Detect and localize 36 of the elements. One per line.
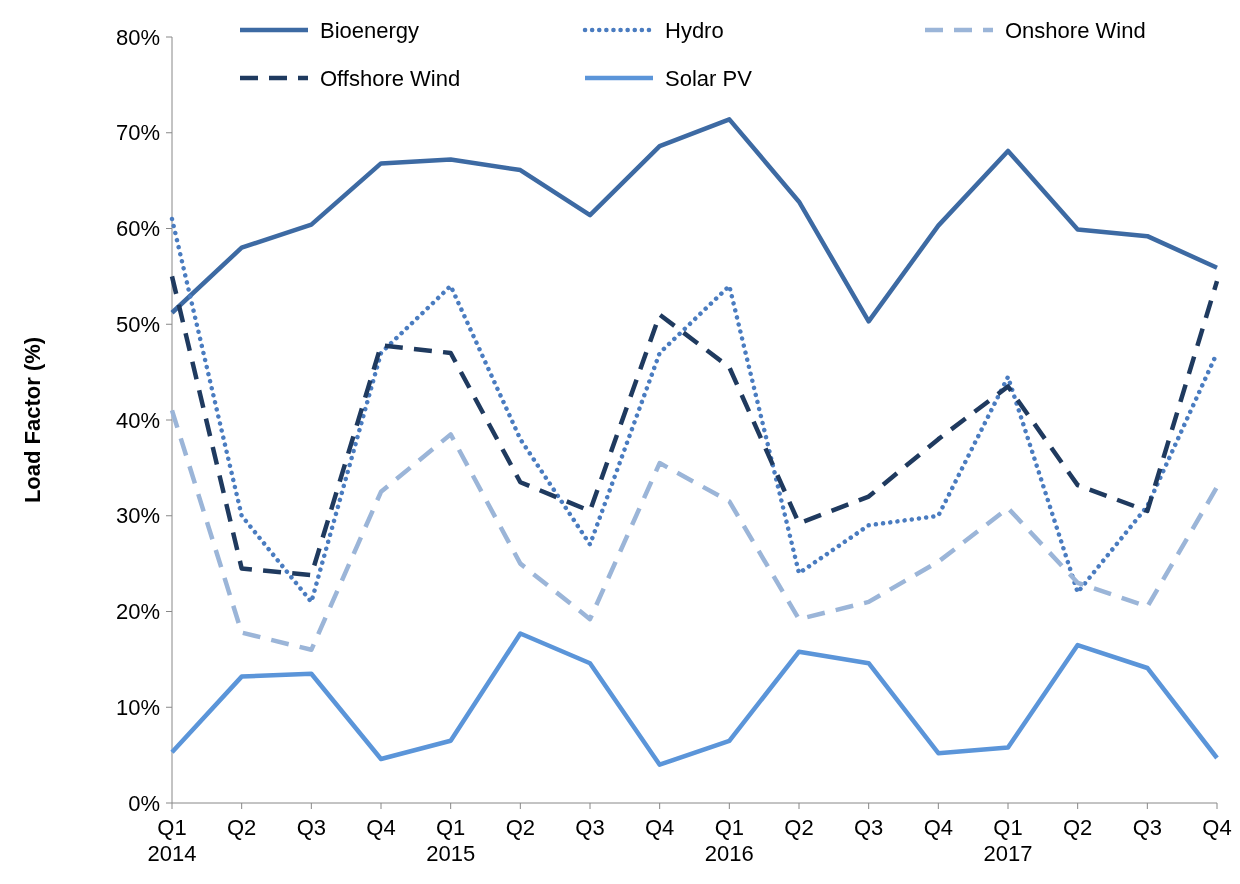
legend-label: Bioenergy <box>320 17 420 43</box>
x-tick-label: Q3 <box>575 815 605 840</box>
y-axis-title: Load Factor (%) <box>20 336 45 504</box>
y-tick-label: 10% <box>115 694 160 720</box>
legend-label: Solar PV <box>665 65 753 91</box>
x-tick-label: Q4 <box>366 815 396 840</box>
line-series <box>169 274 1220 578</box>
x-tick-label: Q4 <box>1202 815 1232 840</box>
line-series <box>169 631 1220 767</box>
x-tick-label: Q2 <box>226 815 257 840</box>
line-series <box>169 216 1220 605</box>
line-series <box>169 117 1220 324</box>
x-tick-label: Q3 <box>296 815 327 840</box>
y-tick-label: 20% <box>115 599 160 625</box>
y-tick-label: 60% <box>115 216 160 242</box>
x-tick-label: Q2 <box>1062 815 1093 840</box>
line-series <box>169 408 1220 653</box>
x-tick-label: Q3 <box>853 815 884 840</box>
x-tick-label: Q4 <box>644 815 675 840</box>
legend-label: Offshore Wind <box>320 65 461 91</box>
x-tick-label: Q1 2016 <box>704 815 754 866</box>
x-tick-label: Q1 2017 <box>983 815 1033 866</box>
x-tick-label: Q1 2014 <box>147 815 197 866</box>
y-tick-label: 30% <box>115 503 160 529</box>
legend-label: Onshore Wind <box>1005 17 1146 43</box>
x-tick-label: Q4 <box>923 815 954 840</box>
x-tick-label: Q3 <box>1132 815 1163 840</box>
x-tick-label: Q2 <box>505 815 536 840</box>
y-tick-label: 40% <box>115 407 160 433</box>
y-tick-label: 0% <box>128 790 160 816</box>
x-tick-label: Q1 2015 <box>426 815 476 866</box>
y-tick-label: 80% <box>115 24 160 50</box>
y-tick-label: 70% <box>115 120 160 146</box>
x-tick-label: Q2 <box>784 815 814 840</box>
y-tick-label: 50% <box>115 311 160 337</box>
legend-label: Hydro <box>665 17 724 43</box>
